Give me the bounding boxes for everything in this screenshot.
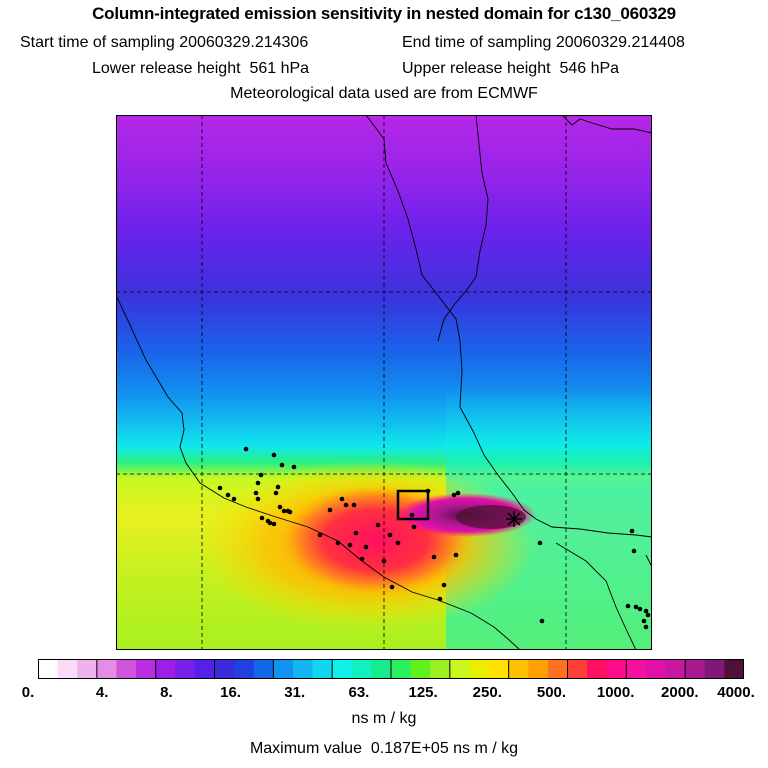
legend-tick-label: 4. bbox=[95, 684, 109, 701]
legend-units: ns m / kg bbox=[351, 710, 417, 727]
fire-points bbox=[217, 446, 651, 630]
legend-swatch bbox=[469, 659, 490, 679]
legend-swatch bbox=[391, 659, 412, 679]
legend-border bbox=[38, 659, 744, 679]
legend-swatch bbox=[489, 659, 510, 679]
legend-swatch bbox=[547, 659, 569, 679]
legend-swatch bbox=[175, 659, 196, 679]
start-time-label: Start time of sampling bbox=[20, 34, 175, 51]
legend-swatch bbox=[155, 659, 176, 679]
legend-swatch bbox=[332, 659, 353, 679]
legend-swatch bbox=[38, 659, 59, 679]
legend-swatch bbox=[96, 659, 118, 679]
legend-swatch bbox=[253, 659, 274, 679]
legend-swatch bbox=[626, 659, 647, 679]
legend-swatch bbox=[430, 659, 451, 679]
sensitivity-map bbox=[116, 115, 652, 650]
legend-swatch bbox=[528, 659, 549, 679]
lat-lon-grid bbox=[116, 115, 652, 650]
legend-tick-label: 63. bbox=[348, 684, 370, 701]
legend-swatch bbox=[567, 659, 588, 679]
legend-swatch bbox=[214, 659, 235, 679]
upper-height-value: 546 hPa bbox=[559, 60, 620, 77]
legend-tick-label: 4000. bbox=[717, 684, 755, 701]
legend-swatch bbox=[449, 659, 471, 679]
release-box bbox=[396, 489, 430, 521]
map-title: Column-integrated emission sensitivity i… bbox=[92, 4, 676, 23]
map-canvas bbox=[116, 115, 652, 650]
lower-height-line: Lower release height 561 hPa bbox=[92, 60, 309, 78]
end-time-label: End time of sampling bbox=[402, 34, 552, 51]
legend-tick-label: 31. bbox=[284, 684, 306, 701]
color-legend-swatches bbox=[38, 659, 744, 679]
end-time-value: 20060329.214408 bbox=[555, 34, 685, 51]
legend-tick-label: 16. bbox=[220, 684, 241, 701]
legend-swatch bbox=[116, 659, 137, 679]
legend-tick-label: 0. bbox=[21, 684, 35, 701]
color-legend-ticks: 0. 4. 8. 16. 31. 63. 125. 250. 500. 1000. 2000. 400… bbox=[0, 684, 768, 704]
met-data-line: Meteorological data used are from ECMWF bbox=[230, 85, 538, 102]
start-time-line: Start time of sampling 20060329.214306 bbox=[20, 34, 308, 52]
legend-tick-label: 2000. bbox=[661, 684, 699, 701]
map-border bbox=[116, 115, 652, 650]
legend-swatch bbox=[77, 659, 98, 679]
legend-swatch bbox=[351, 659, 372, 679]
legend-tick-label: 500. bbox=[536, 684, 567, 701]
legend-swatch bbox=[704, 659, 725, 679]
legend-swatch bbox=[606, 659, 627, 679]
legend-swatch bbox=[665, 659, 686, 679]
upper-height-line: Upper release height 546 hPa bbox=[402, 60, 619, 78]
legend-swatch bbox=[234, 659, 255, 679]
maximum-value-label: Maximum value bbox=[249, 740, 362, 757]
legend-swatch bbox=[508, 659, 529, 679]
legend-swatch bbox=[136, 659, 157, 679]
legend-swatch bbox=[724, 659, 744, 679]
legend-swatch bbox=[645, 659, 667, 679]
legend-tick-label: 1000. bbox=[596, 684, 635, 701]
end-time-line: End time of sampling 20060329.214408 bbox=[402, 34, 685, 52]
legend-tick-label: 250. bbox=[472, 684, 502, 701]
legend-swatch bbox=[273, 659, 294, 679]
upper-height-label: Upper release height bbox=[402, 60, 551, 77]
lower-height-value: 561 hPa bbox=[249, 60, 310, 77]
maximum-value-line: Maximum value 0.187E+05 ns m / kg bbox=[0, 740, 768, 758]
maximum-value: 0.187E+05 ns m / kg bbox=[370, 740, 519, 757]
legend-swatch bbox=[587, 659, 608, 679]
start-time-value: 20060329.214306 bbox=[179, 34, 309, 51]
legend-swatch bbox=[57, 659, 78, 679]
legend-swatch bbox=[194, 659, 216, 679]
legend-swatch bbox=[292, 659, 314, 679]
legend-swatch bbox=[312, 659, 333, 679]
legend-swatch bbox=[410, 659, 431, 679]
legend-swatch bbox=[371, 659, 392, 679]
legend-tick-label: 125. bbox=[408, 684, 438, 701]
plume-maximum bbox=[456, 505, 526, 529]
coastlines bbox=[116, 115, 652, 650]
color-legend-bar bbox=[38, 659, 744, 679]
legend-swatch bbox=[685, 659, 706, 679]
lower-height-label: Lower release height bbox=[92, 60, 241, 77]
legend-tick-label: 8. bbox=[160, 684, 173, 701]
receptor-cross-marker bbox=[506, 511, 522, 527]
